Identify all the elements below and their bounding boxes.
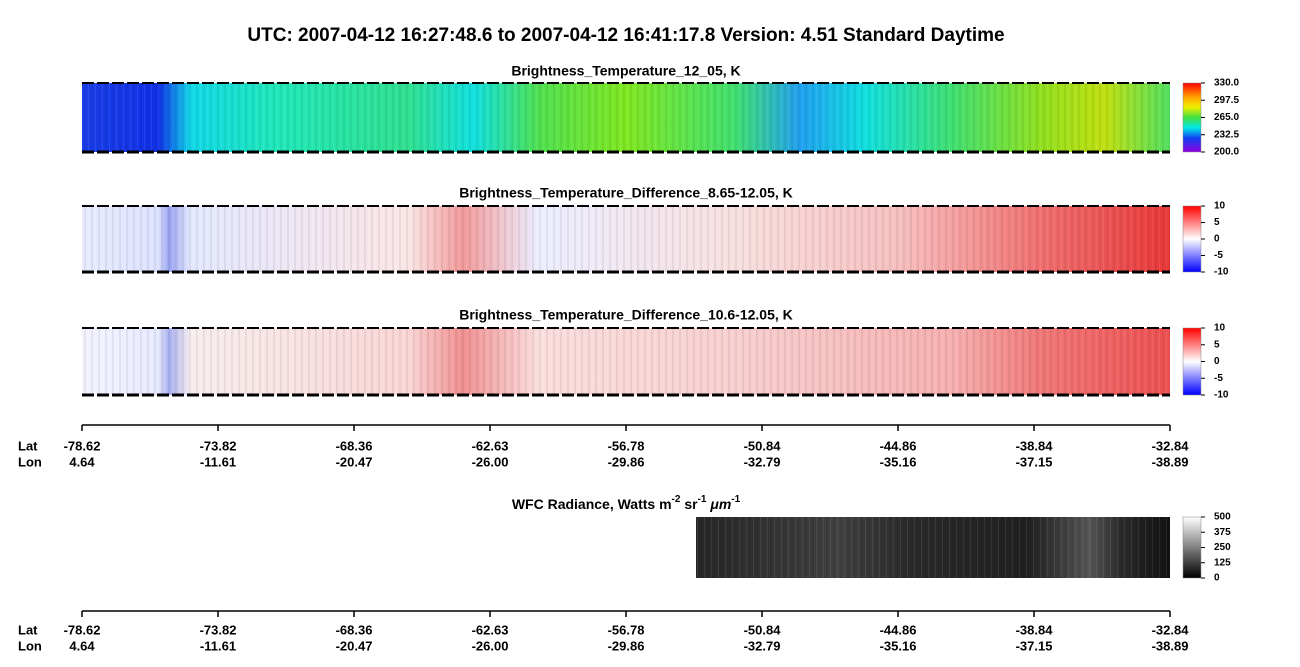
lon-label: -37.15 <box>1016 638 1053 653</box>
lat-label: -44.86 <box>880 622 917 637</box>
colorbar-label: 5 <box>1214 217 1220 228</box>
title-part: -1 <box>698 494 707 505</box>
colorbar-label: 297.5 <box>1214 95 1239 106</box>
axis-row-label: Lat <box>18 622 38 637</box>
colorbar-label: 0 <box>1214 356 1220 367</box>
axis-row-label: Lon <box>18 454 42 469</box>
title-part: WFC Radiance, Watts m <box>512 496 672 512</box>
lat-label: -56.78 <box>608 622 645 637</box>
panel-title: WFC Radiance, Watts m-2 sr-1 μm-1 <box>512 494 741 512</box>
colorbar-label: -10 <box>1214 267 1229 278</box>
title-part: sr <box>680 496 698 512</box>
lon-label: -38.89 <box>1152 454 1189 469</box>
colorbar-label: 265.0 <box>1214 112 1239 123</box>
lon-label: 4.64 <box>69 454 95 469</box>
lon-label: -37.15 <box>1016 454 1053 469</box>
lat-label: -38.84 <box>1016 438 1054 453</box>
panel-title: Brightness_Temperature_Difference_10.6-1… <box>459 307 793 323</box>
lat-label: -32.84 <box>1152 438 1190 453</box>
lat-label: -38.84 <box>1016 622 1054 637</box>
colorbar-label: 232.5 <box>1214 129 1239 140</box>
lat-label: -50.84 <box>744 438 782 453</box>
lat-label: -50.84 <box>744 622 782 637</box>
lat-label: -73.82 <box>200 438 237 453</box>
lon-label: -32.79 <box>744 454 781 469</box>
colorbar-label: -5 <box>1214 373 1223 384</box>
lat-label: -73.82 <box>200 622 237 637</box>
colorbar <box>1182 327 1202 396</box>
page-title: UTC: 2007-04-12 16:27:48.6 to 2007-04-12… <box>247 25 1004 46</box>
colorbar-label: -5 <box>1214 250 1223 261</box>
lat-label: -68.36 <box>336 622 373 637</box>
lon-label: -38.89 <box>1152 638 1189 653</box>
wfc-texture <box>696 517 1170 578</box>
title-part: μm <box>706 496 731 512</box>
lat-label: -68.36 <box>336 438 373 453</box>
colorbar-label: 125 <box>1214 557 1231 568</box>
colorbar-label: -10 <box>1214 390 1229 401</box>
colorbar-label: 10 <box>1214 201 1226 212</box>
panel-title: Brightness_Temperature_12_05, K <box>511 63 740 79</box>
title-part: -2 <box>672 494 681 505</box>
lat-label: -62.63 <box>472 622 509 637</box>
lon-label: -35.16 <box>880 454 917 469</box>
lon-label: 4.64 <box>69 638 95 653</box>
lon-label: -35.16 <box>880 638 917 653</box>
lon-label: -26.00 <box>472 638 509 653</box>
colorbar-label: 0 <box>1214 573 1220 584</box>
lon-label: -29.86 <box>608 638 645 653</box>
colorbar-label: 10 <box>1214 323 1226 334</box>
colorbar <box>1182 82 1202 153</box>
colorbar-label: 0 <box>1214 234 1220 245</box>
axis-row-label: Lon <box>18 638 42 653</box>
colorbar-label: 375 <box>1214 527 1231 538</box>
colorbar-label: 5 <box>1214 339 1220 350</box>
curtain-texture <box>82 328 1170 395</box>
lat-label: -78.62 <box>64 438 101 453</box>
panel-title: Brightness_Temperature_Difference_8.65-1… <box>459 185 793 201</box>
lat-label: -78.62 <box>64 622 101 637</box>
colorbar-label: 500 <box>1214 512 1231 523</box>
colorbar-label: 200.0 <box>1214 147 1239 158</box>
title-part: -1 <box>731 494 740 505</box>
colorbar <box>1182 205 1202 273</box>
lat-label: -62.63 <box>472 438 509 453</box>
colorbar-label: 250 <box>1214 542 1231 553</box>
colorbar-label: 330.0 <box>1214 78 1239 89</box>
lon-label: -20.47 <box>336 638 373 653</box>
curtain-texture <box>82 83 1170 152</box>
lat-label: -44.86 <box>880 438 917 453</box>
axis-row-label: Lat <box>18 438 38 453</box>
lon-label: -11.61 <box>200 638 236 653</box>
colorbar <box>1182 516 1202 579</box>
lat-label: -32.84 <box>1152 622 1190 637</box>
lat-label: -56.78 <box>608 438 645 453</box>
lon-label: -26.00 <box>472 454 509 469</box>
lon-label: -29.86 <box>608 454 645 469</box>
lon-label: -32.79 <box>744 638 781 653</box>
curtain-texture <box>82 206 1170 272</box>
lon-label: -11.61 <box>200 454 236 469</box>
lon-label: -20.47 <box>336 454 373 469</box>
